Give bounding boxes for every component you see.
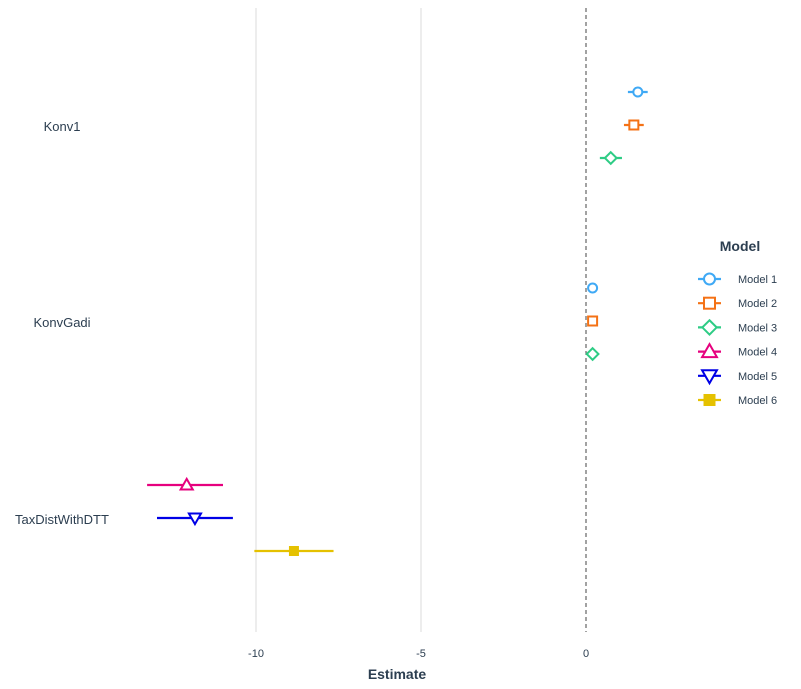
legend-item: Model 5: [698, 369, 777, 386]
point-marker: [587, 315, 599, 327]
legend-label: Model 4: [738, 347, 777, 359]
point-marker: [178, 476, 195, 491]
legend-label: Model 1: [738, 274, 777, 286]
legend-title: Model: [720, 238, 760, 254]
point-marker: [703, 296, 716, 310]
point-marker: [703, 272, 716, 286]
gridlines: [255, 8, 422, 632]
x-tick-label: -5: [416, 648, 426, 660]
point-marker: [187, 512, 203, 527]
y-category-label: Konv1: [44, 119, 81, 134]
point-marker: [632, 86, 644, 98]
point-marker: [700, 342, 719, 359]
y-category-label: KonvGadi: [33, 315, 90, 330]
legend-items: Model 1 Model 2 Model 3 Model 4 Model 5 Model…: [698, 272, 777, 407]
point-marker: [587, 282, 599, 294]
x-axis-title: Estimate: [368, 666, 427, 682]
x-tick-label: 0: [583, 648, 589, 660]
legend-item: Model 6: [698, 394, 777, 407]
legend-item: Model 1: [698, 272, 777, 286]
point-marker: [628, 119, 640, 131]
legend-label: Model 2: [738, 298, 777, 310]
legend-label: Model 5: [738, 371, 777, 383]
point-marker: [288, 546, 299, 556]
legend-item: Model 3: [698, 318, 777, 336]
y-category-label: TaxDistWithDTT: [15, 512, 109, 527]
legend-label: Model 6: [738, 395, 777, 407]
point-marker: [700, 369, 719, 386]
legend-item: Model 4: [698, 342, 777, 359]
plot-marks: [147, 86, 648, 556]
x-axis-ticks: -10 -5 0: [248, 648, 589, 660]
y-axis-labels: Konv1 KonvGadi TaxDistWithDTT: [15, 119, 109, 527]
point-marker: [703, 394, 716, 406]
point-marker: [585, 346, 600, 362]
point-marker: [603, 150, 619, 166]
legend-item: Model 2: [698, 296, 777, 310]
x-tick-label: -10: [248, 648, 264, 660]
legend-label: Model 3: [738, 322, 777, 334]
point-marker: [700, 318, 719, 336]
